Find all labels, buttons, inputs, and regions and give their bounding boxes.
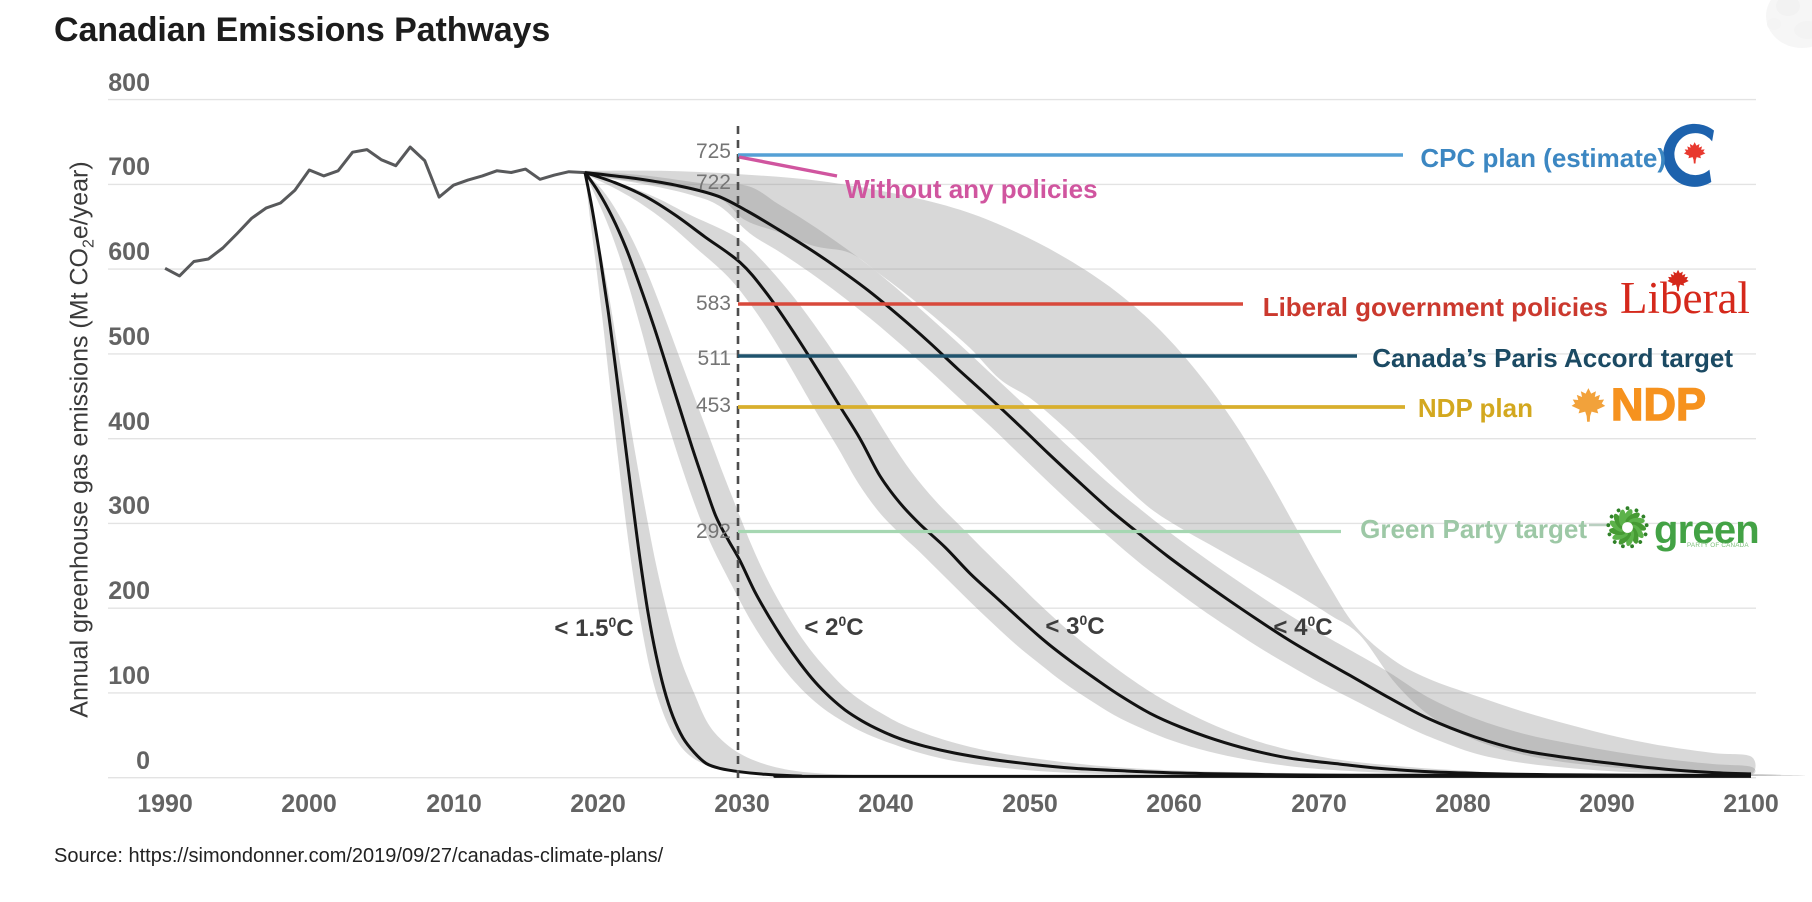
- svg-text:NDP: NDP: [1611, 379, 1706, 430]
- svg-text:green: green: [1654, 508, 1759, 552]
- svg-text:PARTY OF CANADA: PARTY OF CANADA: [1687, 542, 1749, 549]
